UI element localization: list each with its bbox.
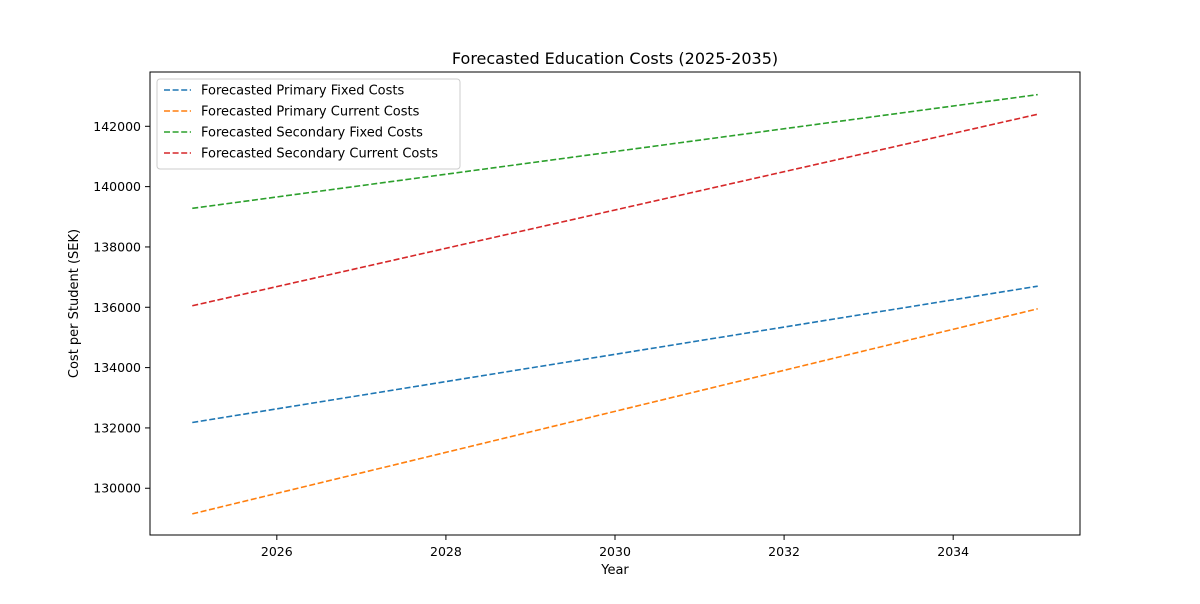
y-tick-label: 134000: [93, 360, 141, 375]
chart-title: Forecasted Education Costs (2025-2035): [452, 49, 778, 68]
y-axis-ticks: 130000 132000 134000 136000 138000 140000 1420…: [93, 119, 150, 496]
y-tick-label: 140000: [93, 179, 141, 194]
legend-label-1: Forecasted Primary Fixed Costs: [201, 84, 404, 99]
series-line-4: [192, 113, 1038, 307]
x-tick-label: 2028: [430, 544, 462, 559]
y-tick-label: 138000: [93, 239, 141, 254]
x-tick-label: 2034: [937, 544, 969, 559]
legend-box: [156, 78, 461, 170]
legend-label-2: Forecasted Primary Current Costs: [201, 105, 420, 120]
legend: Forecasted Primary Fixed Costs Forecasted…: [156, 78, 461, 170]
y-axis-label: Cost per Student (SEK): [67, 229, 82, 378]
x-tick-label: 2026: [261, 544, 293, 559]
x-axis-label: Year: [600, 563, 629, 578]
y-tick-label: 142000: [93, 119, 141, 134]
series-layer: [192, 93, 1038, 515]
y-tick-label: 130000: [93, 481, 141, 496]
y-tick-label: 132000: [93, 420, 141, 435]
legend-label-4: Forecasted Secondary Current Costs: [201, 147, 438, 162]
series-line-3: [192, 93, 1038, 210]
series-line-2: [192, 308, 1038, 515]
series-line-1: [192, 285, 1038, 424]
x-tick-label: 2030: [599, 544, 631, 559]
x-axis-ticks: 2026 2028 2030 2032 2034: [261, 535, 969, 559]
legend-label-3: Forecasted Secondary Fixed Costs: [201, 126, 423, 141]
x-tick-label: 2032: [768, 544, 800, 559]
y-tick-label: 136000: [93, 300, 141, 315]
